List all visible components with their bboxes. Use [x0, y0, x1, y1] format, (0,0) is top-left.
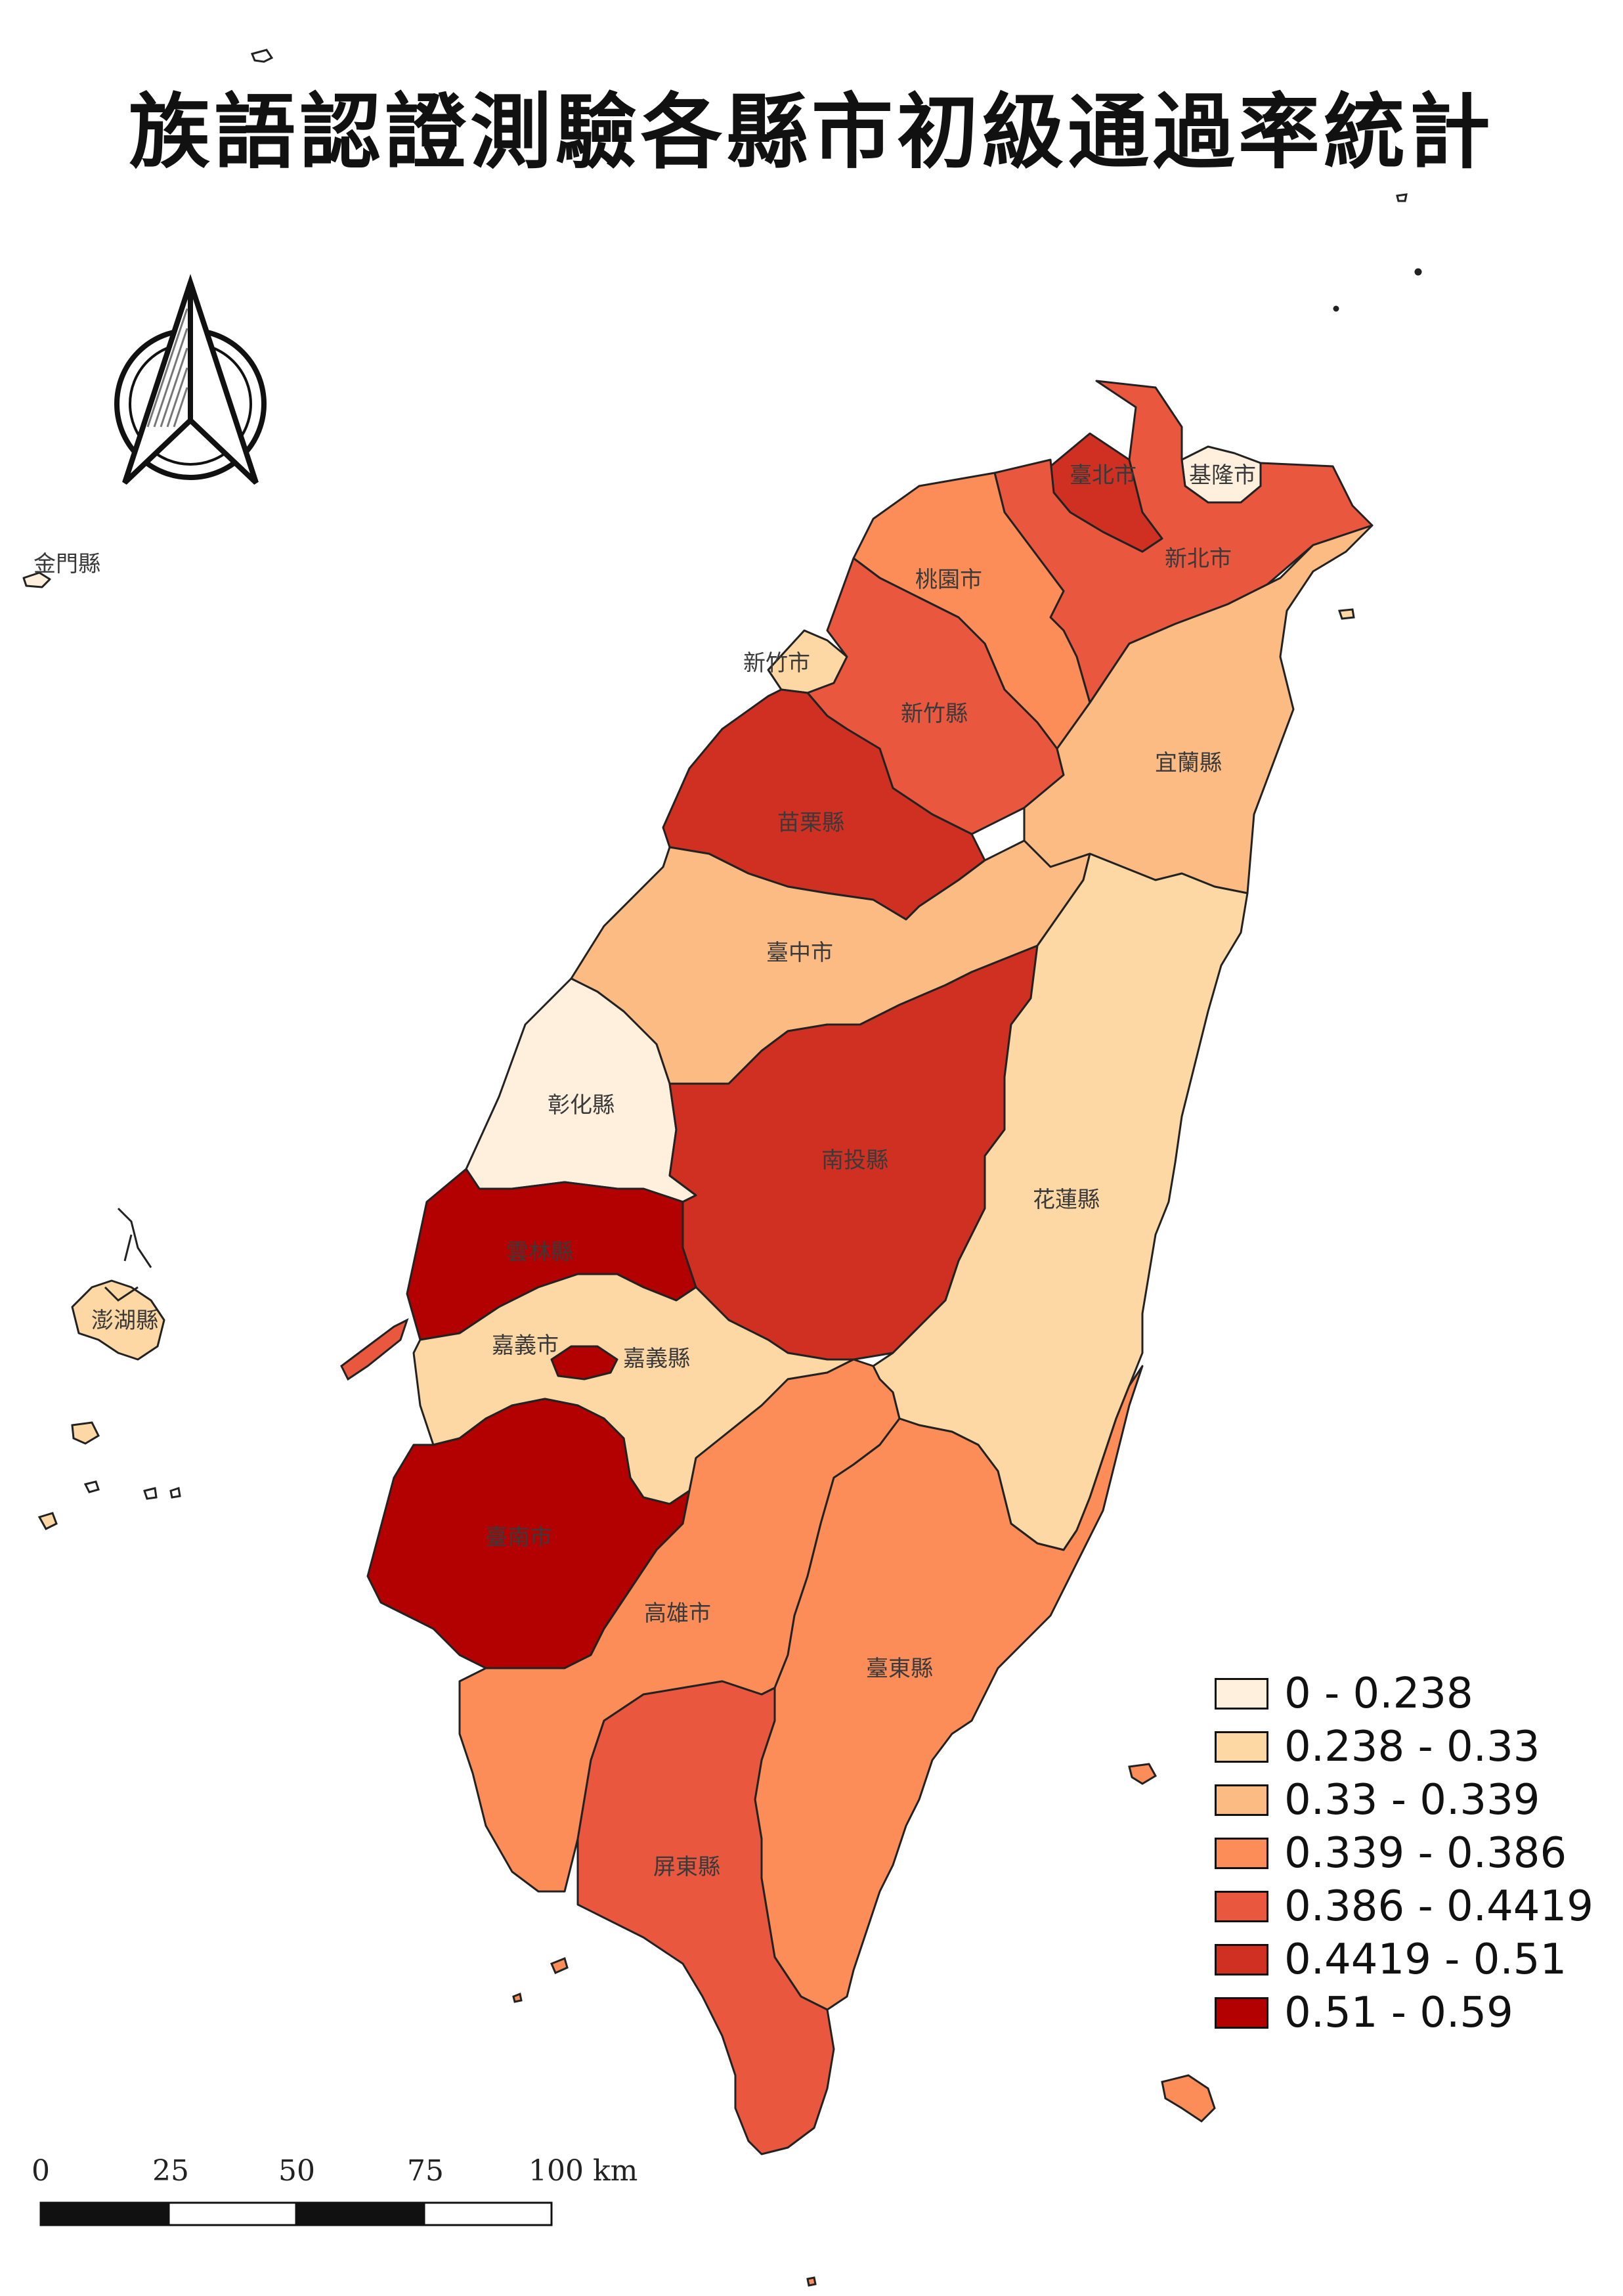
label-tainan-city: 臺南市 [485, 1524, 552, 1551]
label-kaohsiung-city: 高雄市 [644, 1601, 711, 1627]
county-pingtung-county [576, 1680, 835, 2155]
legend-item: 0.386 - 0.4419 [1215, 1880, 1593, 1933]
county-chiayi-city [550, 1345, 618, 1380]
label-changhua-county: 彰化縣 [548, 1092, 615, 1118]
north-arrow-icon [114, 274, 267, 485]
legend-label: 0.339 - 0.386 [1284, 1828, 1567, 1878]
label-taitung-county: 臺東縣 [866, 1656, 933, 1682]
label-miaoli-county: 苗栗縣 [777, 810, 844, 836]
legend-swatch [1215, 1784, 1268, 1816]
legend-swatch [1215, 1997, 1268, 2029]
legend-label: 0.51 - 0.59 [1284, 1988, 1513, 2037]
scale-label-50: 50 [278, 2154, 315, 2188]
scale-label-100km: 100 km [529, 2154, 638, 2188]
legend-item: 0.238 - 0.33 [1215, 1720, 1593, 1773]
label-chiayi-county: 嘉義縣 [623, 1346, 690, 1372]
legend-swatch [1215, 1943, 1268, 1976]
legend-item: 0.4419 - 0.51 [1215, 1933, 1593, 1986]
label-kinmen-county: 金門縣 [33, 551, 100, 577]
legend-swatch [1215, 1677, 1268, 1710]
legend-swatch [1215, 1837, 1268, 1869]
county-penghu-county [71, 1279, 165, 1361]
scale-label-0: 0 [32, 2154, 50, 2188]
scale-label-25: 25 [152, 2154, 189, 2188]
county-tainan-city [366, 1398, 691, 1669]
legend-label: 0.386 - 0.4419 [1284, 1882, 1593, 1931]
scale-label-75: 75 [407, 2154, 444, 2188]
label-hsinchu-county: 新竹縣 [901, 701, 968, 727]
legend-swatch [1215, 1731, 1268, 1763]
scale-bar [39, 2201, 553, 2226]
map-title: 族語認證測驗各縣市初級通過率統計 [128, 85, 1494, 180]
label-hualien-county: 花蓮縣 [1033, 1187, 1100, 1213]
label-yilan-county: 宜蘭縣 [1155, 750, 1222, 776]
legend-label: 0.33 - 0.339 [1284, 1775, 1540, 1824]
label-taoyuan-city: 桃園市 [915, 567, 982, 593]
legend-label: 0.238 - 0.33 [1284, 1722, 1540, 1771]
label-taichung-city: 臺中市 [766, 940, 833, 966]
label-keelung-city: 基隆市 [1189, 462, 1256, 489]
label-yunlin-county: 雲林縣 [506, 1239, 573, 1266]
label-chiayi-city: 嘉義市 [492, 1333, 559, 1359]
legend-label: 0 - 0.238 [1284, 1669, 1473, 1718]
label-nantou-county: 南投縣 [821, 1147, 888, 1174]
label-taipei-city: 臺北市 [1070, 462, 1136, 489]
label-new-taipei-city: 新北市 [1165, 546, 1232, 572]
legend-item: 0.51 - 0.59 [1215, 1986, 1593, 2039]
legend-item: 0.339 - 0.386 [1215, 1826, 1593, 1880]
legend-swatch [1215, 1890, 1268, 1922]
county-kinmen-county [22, 571, 51, 588]
label-hsinchu-city: 新竹市 [743, 650, 810, 676]
label-penghu-county: 澎湖縣 [91, 1308, 158, 1334]
small-islands [37, 49, 1422, 2287]
legend-item: 0.33 - 0.339 [1215, 1773, 1593, 1826]
legend: 0 - 0.238 0.238 - 0.33 0.33 - 0.339 0.33… [1215, 1667, 1593, 2039]
legend-item: 0 - 0.238 [1215, 1667, 1593, 1720]
legend-label: 0.4419 - 0.51 [1284, 1935, 1567, 1984]
label-pingtung-county: 屏東縣 [653, 1854, 720, 1880]
